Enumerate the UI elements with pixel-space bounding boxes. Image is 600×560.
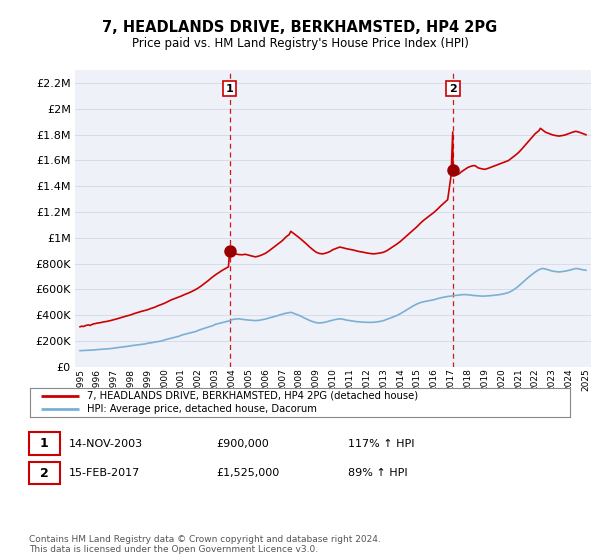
Text: Price paid vs. HM Land Registry's House Price Index (HPI): Price paid vs. HM Land Registry's House … xyxy=(131,37,469,50)
Text: 1: 1 xyxy=(226,83,233,94)
Text: 2: 2 xyxy=(449,83,457,94)
Text: 7, HEADLANDS DRIVE, BERKHAMSTED, HP4 2PG: 7, HEADLANDS DRIVE, BERKHAMSTED, HP4 2PG xyxy=(103,20,497,35)
Text: Contains HM Land Registry data © Crown copyright and database right 2024.
This d: Contains HM Land Registry data © Crown c… xyxy=(29,535,380,554)
Text: 2: 2 xyxy=(40,466,49,480)
Text: 89% ↑ HPI: 89% ↑ HPI xyxy=(348,468,407,478)
Text: 1: 1 xyxy=(40,437,49,450)
Text: 7, HEADLANDS DRIVE, BERKHAMSTED, HP4 2PG (detached house): 7, HEADLANDS DRIVE, BERKHAMSTED, HP4 2PG… xyxy=(86,390,418,400)
Text: 15-FEB-2017: 15-FEB-2017 xyxy=(69,468,140,478)
Text: 117% ↑ HPI: 117% ↑ HPI xyxy=(348,438,415,449)
Text: HPI: Average price, detached house, Dacorum: HPI: Average price, detached house, Daco… xyxy=(86,404,317,414)
Text: £900,000: £900,000 xyxy=(216,438,269,449)
Text: 14-NOV-2003: 14-NOV-2003 xyxy=(69,438,143,449)
Text: £1,525,000: £1,525,000 xyxy=(216,468,279,478)
